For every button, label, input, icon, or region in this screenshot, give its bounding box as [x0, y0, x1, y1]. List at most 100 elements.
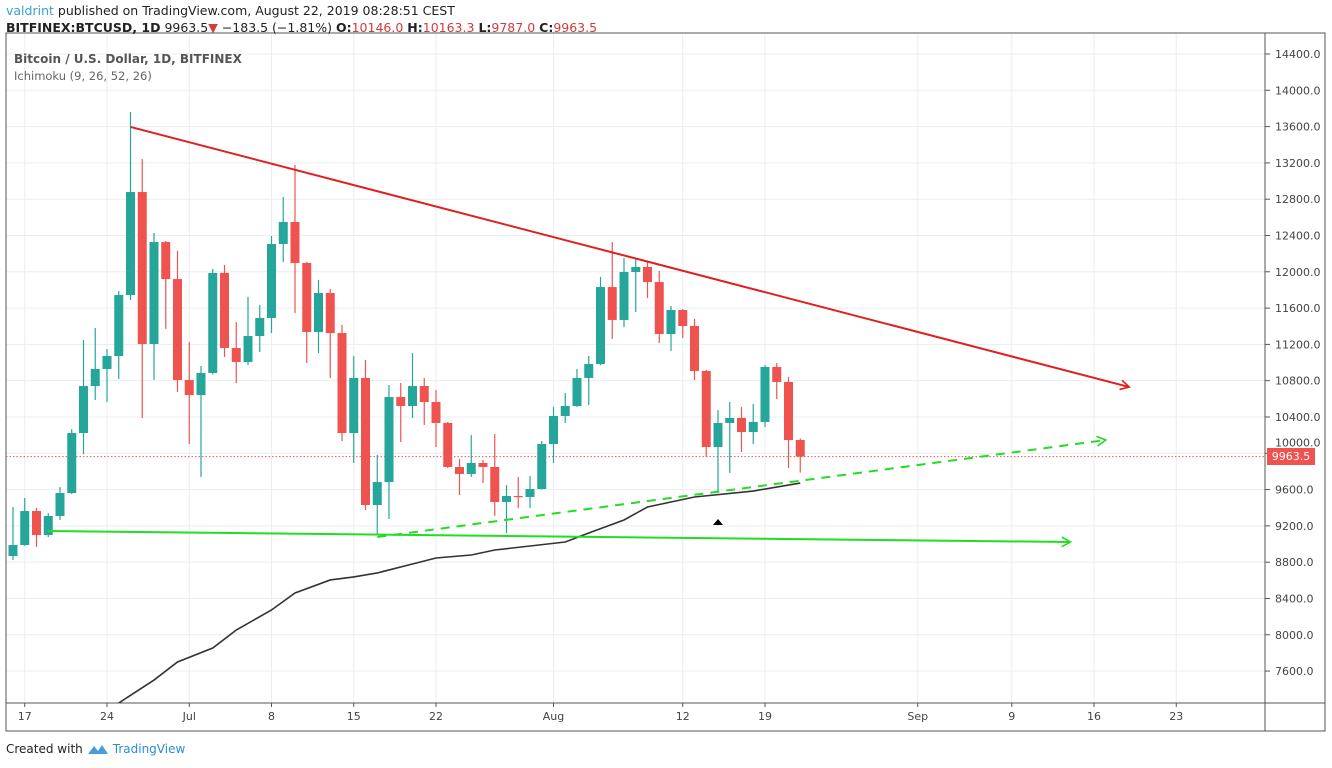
open-label: O: — [335, 20, 352, 35]
candle-body — [396, 397, 406, 406]
candle-body — [725, 417, 735, 423]
x-tick-label: 19 — [758, 710, 772, 723]
low-value: 9787.0 — [491, 20, 536, 35]
x-tick-label: Aug — [543, 710, 564, 723]
candle-body — [478, 462, 488, 467]
ichimoku-line — [118, 482, 801, 703]
candle — [278, 197, 288, 262]
y-tick-label: 8000.0 — [1275, 629, 1314, 642]
candle — [43, 512, 53, 538]
candle-body — [337, 333, 347, 434]
candle-body — [208, 272, 218, 373]
candle-body — [607, 287, 617, 320]
candle-body — [43, 515, 53, 536]
candle — [466, 435, 476, 477]
triangle-up-marker-icon — [713, 518, 723, 525]
candle-body — [173, 279, 182, 381]
candle-body — [572, 377, 582, 406]
candle — [314, 279, 323, 354]
candle — [502, 485, 511, 534]
candle-body — [184, 380, 194, 396]
candle-body — [55, 493, 65, 516]
x-tick-label: 24 — [100, 710, 114, 723]
candle-body — [466, 462, 476, 474]
y-tick-label: 10800.0 — [1275, 375, 1321, 388]
candle-body — [419, 386, 429, 403]
candle — [55, 487, 65, 520]
author-link[interactable]: valdrint — [6, 3, 54, 18]
candle-body — [537, 444, 547, 490]
support-trendline — [377, 439, 1106, 539]
candle — [772, 362, 782, 400]
candle-body — [619, 271, 629, 320]
candle — [795, 438, 805, 473]
candle — [220, 264, 229, 357]
candle-body — [267, 244, 276, 318]
arrow-head-icon — [1096, 435, 1108, 447]
y-tick-label: 12000.0 — [1275, 266, 1321, 279]
candle — [455, 458, 464, 496]
candle — [725, 402, 735, 473]
candle — [337, 324, 347, 442]
candle — [243, 297, 253, 365]
candle-body — [408, 386, 417, 406]
candle — [513, 476, 523, 508]
y-tick-label: 9200.0 — [1275, 520, 1314, 533]
candle — [161, 240, 171, 329]
candle — [255, 304, 265, 353]
candle — [384, 385, 394, 519]
candle-body — [631, 266, 641, 272]
candle — [443, 421, 453, 468]
candle — [654, 270, 664, 344]
candle — [408, 353, 417, 418]
candle — [690, 318, 699, 381]
y-tick-label: 7600.0 — [1275, 665, 1314, 678]
candle-body — [278, 221, 288, 245]
chart-legend-title: Bitcoin / U.S. Dollar, 1D, BITFINEX — [14, 52, 242, 66]
candle-body — [784, 381, 793, 441]
candle — [678, 308, 688, 339]
high-label: H: — [407, 20, 423, 35]
candle — [560, 393, 570, 423]
support-trendline — [48, 530, 1071, 544]
tradingview-link[interactable]: TradingView — [112, 742, 186, 756]
candle — [666, 305, 676, 352]
candle-body — [701, 370, 711, 448]
candle-body — [525, 489, 535, 498]
candle — [572, 368, 582, 407]
candle-body — [67, 433, 77, 494]
candle-body — [196, 372, 206, 396]
candle-body — [596, 287, 605, 364]
y-tick-label: 8400.0 — [1275, 592, 1314, 605]
candle-body — [643, 266, 652, 283]
created-with-text: Created with — [6, 742, 83, 756]
x-tick-label: 16 — [1087, 710, 1101, 723]
candle — [290, 164, 300, 313]
close-value: 9963.5 — [553, 20, 598, 35]
candle-body — [126, 192, 135, 296]
x-tick-label: 9 — [1008, 710, 1015, 723]
candle-body — [325, 293, 335, 334]
candle — [196, 365, 206, 477]
candle-body — [302, 262, 312, 333]
candle-body — [584, 363, 594, 378]
candle-body — [760, 366, 770, 422]
y-tick-label: 13600.0 — [1275, 121, 1321, 134]
candle — [490, 434, 500, 516]
candle — [737, 406, 746, 453]
candle-body — [384, 397, 394, 483]
candle — [584, 355, 594, 405]
y-tick-label: 13200.0 — [1275, 157, 1321, 170]
y-tick-label: 9600.0 — [1275, 484, 1314, 497]
plot-area — [6, 111, 1265, 703]
candle-body — [32, 510, 41, 536]
indicator-legend[interactable]: Ichimoku (9, 26, 52, 26) — [14, 69, 152, 83]
y-tick-label: 14000.0 — [1275, 84, 1321, 97]
candle-body — [666, 309, 676, 335]
candle — [537, 441, 547, 490]
y-tick-label: 14400.0 — [1275, 48, 1321, 61]
candle — [79, 340, 88, 455]
chart-frame — [5, 32, 1326, 732]
arrow-head-icon — [1119, 379, 1131, 391]
